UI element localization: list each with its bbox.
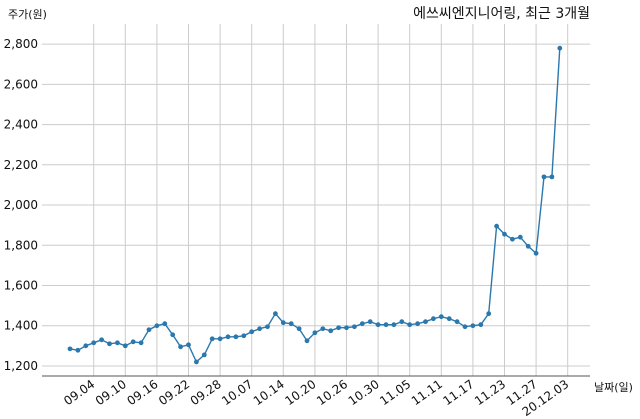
- data-point: [170, 332, 176, 338]
- data-point: [233, 334, 239, 340]
- data-point: [304, 338, 310, 344]
- data-point: [296, 326, 302, 332]
- x-tick-label: 11.05: [377, 377, 413, 408]
- data-point: [91, 340, 97, 346]
- data-point: [273, 311, 278, 317]
- data-point: [67, 346, 73, 352]
- y-tick-label: 2,200: [4, 158, 38, 172]
- data-point: [320, 326, 326, 332]
- data-point: [280, 320, 286, 326]
- y-tick-label: 2,600: [4, 77, 38, 91]
- data-point: [225, 334, 231, 340]
- y-tick-label: 1,800: [4, 238, 38, 252]
- data-point: [391, 322, 397, 328]
- data-point: [431, 316, 436, 322]
- x-axis-label: 날짜(일): [594, 380, 633, 394]
- x-tick-label: 09.28: [188, 377, 224, 408]
- data-point: [154, 323, 160, 329]
- x-tick-label: 09.16: [124, 377, 160, 408]
- data-point: [375, 322, 381, 328]
- data-point: [454, 319, 460, 325]
- data-point: [265, 324, 270, 330]
- data-point: [549, 174, 555, 180]
- data-point: [502, 231, 507, 237]
- data-point: [201, 352, 207, 358]
- data-point: [146, 327, 152, 333]
- data-point: [533, 250, 539, 256]
- data-point: [241, 333, 247, 339]
- x-tick-label: 10.30: [346, 377, 382, 408]
- data-point: [470, 323, 476, 329]
- data-point: [328, 328, 334, 334]
- data-point: [249, 329, 255, 335]
- y-axis-ticks: 1,200 1,400 1,600 1,800 2,000 2,200 2,400 2,600…: [4, 37, 38, 373]
- data-point: [217, 336, 223, 342]
- x-tick-label: 11.11: [409, 377, 445, 408]
- data-point: [446, 316, 452, 322]
- data-point: [178, 344, 184, 350]
- data-point: [383, 322, 389, 328]
- data-point: [359, 321, 365, 327]
- x-tick-label: 09.22: [156, 377, 192, 408]
- x-tick-label: 11.17: [440, 377, 476, 408]
- data-point: [399, 319, 405, 325]
- data-point: [138, 340, 144, 346]
- y-axis-label: 주가(원): [8, 8, 47, 21]
- data-point: [99, 337, 104, 343]
- x-tick-label: 09.04: [61, 377, 97, 408]
- data-point: [75, 347, 81, 353]
- data-point: [407, 322, 413, 328]
- x-tick-label: 10.14: [251, 377, 287, 408]
- data-point: [557, 45, 563, 51]
- y-tick-label: 2,800: [4, 37, 38, 51]
- x-tick-label: 10.26: [314, 377, 350, 408]
- data-point: [115, 340, 120, 346]
- chart-title: 에쓰씨엔지니어링, 최근 3개월: [413, 6, 590, 22]
- data-point: [336, 325, 341, 331]
- y-tick-label: 1,600: [4, 278, 38, 292]
- data-point: [541, 174, 547, 180]
- y-tick-label: 1,200: [4, 359, 38, 373]
- x-axis-ticks: 09.0409.1009.1609.2209.2810.0710.1410.20…: [61, 377, 571, 419]
- data-point: [478, 322, 484, 328]
- data-point: [194, 359, 199, 365]
- data-point: [423, 319, 428, 325]
- data-point: [130, 339, 136, 345]
- x-tick-label: 10.07: [219, 377, 255, 408]
- data-point: [510, 236, 515, 242]
- data-point: [122, 343, 128, 349]
- data-point: [367, 319, 373, 325]
- data-point: [257, 326, 262, 332]
- data-point: [312, 330, 318, 336]
- y-tick-label: 1,400: [4, 319, 38, 333]
- x-tick-label: 09.10: [93, 377, 129, 408]
- horizontal-gridlines: [42, 43, 590, 367]
- data-point: [83, 343, 89, 349]
- data-point: [525, 243, 531, 249]
- data-point: [209, 336, 215, 342]
- x-tick-label: 11.23: [472, 377, 508, 408]
- data-point: [352, 324, 357, 330]
- data-point: [162, 321, 168, 327]
- data-point: [344, 325, 349, 331]
- data-point: [186, 342, 191, 348]
- data-point: [415, 321, 420, 327]
- x-tick-label: 10.20: [282, 377, 318, 408]
- data-point: [517, 234, 523, 240]
- data-point: [494, 223, 499, 229]
- series-points: [67, 45, 563, 365]
- data-point: [438, 314, 444, 320]
- data-point: [107, 341, 112, 347]
- data-point: [462, 324, 468, 330]
- y-tick-label: 2,000: [4, 198, 38, 212]
- vertical-gridlines: [93, 24, 569, 376]
- data-point: [288, 321, 294, 327]
- data-point: [486, 311, 492, 317]
- y-tick-label: 2,400: [4, 118, 38, 132]
